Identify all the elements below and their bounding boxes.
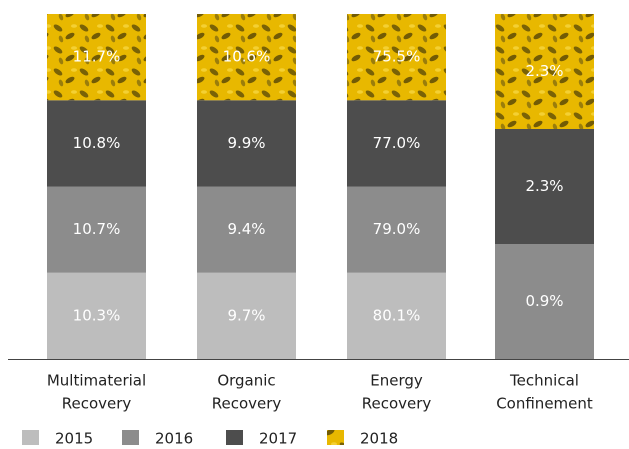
value-label: 10.8% bbox=[73, 134, 121, 152]
value-label: 75.5% bbox=[373, 48, 421, 66]
bar-segment bbox=[495, 129, 594, 244]
bar-segment bbox=[495, 14, 594, 129]
bar-segment bbox=[347, 186, 446, 273]
value-label: 2.3% bbox=[525, 177, 563, 195]
value-label: 0.9% bbox=[525, 292, 563, 310]
bar-segment bbox=[47, 186, 146, 273]
bar-segment bbox=[347, 100, 446, 187]
value-label: 79.0% bbox=[373, 220, 421, 238]
bar-segment bbox=[197, 186, 296, 273]
value-label: 10.7% bbox=[73, 220, 121, 238]
x-tick-label: Technical bbox=[509, 372, 579, 390]
x-tick-label: Confinement bbox=[496, 395, 593, 413]
legend-swatch bbox=[327, 430, 344, 445]
bar-segment bbox=[197, 100, 296, 187]
value-label: 2.3% bbox=[525, 62, 563, 80]
x-tick-label: Multimaterial bbox=[47, 372, 146, 390]
bar-segment bbox=[197, 272, 296, 359]
bar-segment bbox=[47, 100, 146, 187]
value-label: 77.0% bbox=[373, 134, 421, 152]
x-tick-label: Recovery bbox=[362, 395, 432, 413]
legend-label: 2016 bbox=[155, 430, 193, 448]
x-tick-label: Energy bbox=[370, 372, 423, 390]
value-label: 10.3% bbox=[73, 306, 121, 324]
legend-label: 2017 bbox=[259, 430, 297, 448]
x-tick-label: Recovery bbox=[62, 395, 132, 413]
value-label: 10.6% bbox=[223, 48, 271, 66]
bar-segment bbox=[347, 14, 446, 101]
legend-swatch bbox=[22, 430, 39, 445]
value-label: 9.7% bbox=[227, 306, 265, 324]
x-tick-label: Recovery bbox=[212, 395, 282, 413]
legend-swatch bbox=[122, 430, 139, 445]
x-tick-label: Organic bbox=[217, 372, 275, 390]
legend-label: 2018 bbox=[360, 430, 398, 448]
bar-segment bbox=[197, 14, 296, 101]
value-label: 9.9% bbox=[227, 134, 265, 152]
value-label: 9.4% bbox=[227, 220, 265, 238]
bar-segment bbox=[47, 14, 146, 101]
value-label: 80.1% bbox=[373, 306, 421, 324]
bar-segment bbox=[347, 272, 446, 359]
legend-label: 2015 bbox=[55, 430, 93, 448]
bar-segment bbox=[47, 272, 146, 359]
bar-segment bbox=[495, 244, 594, 359]
value-label: 11.7% bbox=[73, 48, 121, 66]
legend-swatch bbox=[226, 430, 243, 445]
